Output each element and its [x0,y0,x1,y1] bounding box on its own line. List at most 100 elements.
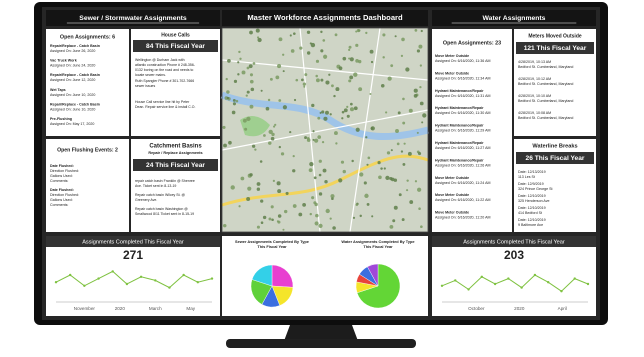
map-tree [257,37,262,43]
pie-slice [251,264,273,287]
header-title: Master Workforce Assignments Dashboard [247,13,403,22]
list-item: Repair/Replace - Catch Basin [50,44,100,48]
map-tree [222,125,226,129]
list-item: Repair catch basin Wilcey St. @ [135,193,185,197]
map-tree [331,84,334,88]
list-item: Bedford St. Cumberland, Maryland [518,116,573,120]
map-tree [301,78,304,82]
map-tree [237,73,240,76]
trend-point [196,281,200,284]
x-tick-label: May [186,306,195,311]
map-tree [242,118,247,123]
map-tree [382,33,386,37]
map-tree [420,225,423,229]
list-item: Bedford St. Cumberland, Maryland [518,82,573,86]
map-tree [267,98,271,102]
map-tree [256,187,261,191]
map-tree [352,216,356,219]
chart-header [432,236,596,247]
map-tree [359,214,362,218]
map-tree [290,49,295,53]
map-tree [322,39,326,42]
chart-header [46,236,220,247]
list-item: Assigned On: 6/16/2020, 11:34 AM [435,76,490,80]
map-tree [408,108,413,113]
map-tree [271,132,275,137]
map-tree [320,30,323,34]
map-tree [401,218,405,222]
map-tree [249,30,253,35]
card-title: Meters Moved Outside [528,33,582,39]
list-item: Assigned On: 6/16/2020, 11:22 AM [435,198,490,202]
map-tree [422,113,427,118]
map-tree [329,113,332,116]
map-tree [320,49,324,53]
list-item: Assigned On: 6/16/2020, 11:31 AM [435,94,490,98]
header-bar [432,10,596,26]
map-tree [223,223,227,228]
map-tree [304,136,307,140]
map-tree [366,163,369,166]
map-tree [255,28,260,33]
pie-slice [356,263,401,309]
count-band [516,152,594,164]
map-tree [385,111,388,114]
map-tree [238,205,241,208]
map-tree [311,103,315,108]
map-tree [230,185,235,190]
trend-point [83,284,86,287]
list-item: Assigned On: June 10, 2020 [50,93,95,97]
list-item: Ave. Ticket sent in 8-13-19 [135,184,176,188]
card [432,29,512,232]
map-tree [260,199,264,203]
list-item: Dean. Repair service line & install C.O. [135,105,196,109]
trend-point [125,282,129,286]
list-item: Hydrant Maintenance/Repair [435,89,484,93]
map-tree [306,30,311,35]
map-tree [278,145,281,149]
map-tree [342,169,346,174]
map-tree [331,197,334,201]
map-tree [226,96,230,100]
x-tick-label: 2020 [115,306,126,311]
map-tree [318,159,322,163]
map-tree [353,106,358,111]
map-tree [227,59,231,63]
map-tree [293,98,297,102]
map-tree [400,54,404,57]
map-tree [390,177,395,182]
map-tree [325,80,330,85]
list-item: Greenery Ave. [135,198,157,202]
list-item: Gallons Used: [50,174,73,178]
list-item: Assigned On: May 17, 2020 [50,122,94,126]
total: 203 [504,248,524,262]
list-item: Move Meter Outside [435,211,469,215]
map-tree [385,175,390,180]
map-tree [335,87,340,92]
list-item: Hydrant Maintenance/Repair [435,158,484,162]
map-tree [355,127,360,132]
map-tree [343,108,348,113]
map-tree [400,150,404,153]
list-item: Assigned On: 6/16/2020, 11:36 AM [435,59,490,63]
list-item: 4/28/2019, 10:13 AM [518,60,551,64]
map-tree [232,102,237,106]
map-tree [244,127,248,131]
map-tree [249,173,253,177]
map-tree [365,136,368,139]
list-item: Repair/Replace - Catch Basin [50,73,100,77]
map-tree [366,202,370,206]
list-item: Hydrant Maintenance/Repair [435,141,484,145]
list-item: Assigned On: 6/16/2020, 11:26 AM [435,163,490,167]
monitor-neck [284,325,358,341]
map-tree [299,46,303,50]
trend-point [454,279,457,282]
x-tick-label: March [149,306,162,311]
map-tree [340,160,345,164]
map-tree [398,193,402,197]
map-tree [256,36,260,39]
map-tree [403,142,406,145]
map-tree [274,123,277,126]
card-title: Waterline Breaks [532,143,577,149]
map-tree [318,223,323,228]
